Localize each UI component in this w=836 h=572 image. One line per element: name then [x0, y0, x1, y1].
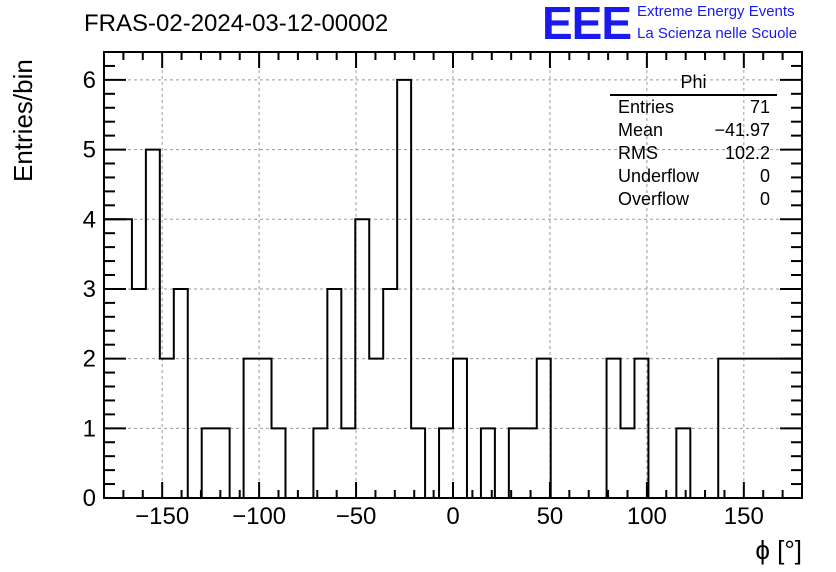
stats-row-entries: Entries 71 [610, 96, 777, 119]
histogram-bin [341, 428, 355, 498]
stats-row-rms: RMS 102.2 [610, 142, 777, 165]
eee-logo: EEE [542, 0, 632, 49]
stats-value: 0 [759, 189, 770, 209]
histogram-bin [383, 289, 397, 498]
histogram-bin [411, 428, 425, 498]
histogram-bin [481, 428, 495, 498]
stats-label: RMS [618, 143, 658, 163]
histogram-bin [327, 289, 341, 498]
stats-row-overflow: Overflow 0 [610, 188, 777, 211]
histogram-bin [174, 289, 188, 498]
x-axis-label: ϕ [°] [755, 535, 802, 565]
histogram-bin [523, 428, 537, 498]
histogram-bin [216, 428, 230, 498]
stats-value: 71 [749, 97, 770, 117]
stats-label: Overflow [618, 189, 690, 209]
histogram-bin [258, 359, 272, 498]
x-tick-label: 100 [627, 503, 667, 530]
x-tick-label: 50 [537, 503, 564, 530]
x-tick-label: −150 [135, 503, 189, 530]
stats-value: 102.2 [724, 143, 770, 163]
x-tick-label: −100 [232, 503, 286, 530]
histogram-bin [202, 428, 216, 498]
stats-row-mean: Mean −41.97 [610, 119, 777, 142]
histogram-bin [272, 428, 286, 498]
histogram-bin [313, 428, 327, 498]
y-tick-label: 6 [83, 67, 96, 94]
chart-title: FRAS-02-2024-03-12-00002 [84, 10, 389, 37]
y-tick-label: 3 [83, 276, 96, 303]
stats-box: Phi Entries 71 Mean −41.97 RMS 102.2 Und… [610, 72, 777, 211]
y-tick-label: 5 [83, 137, 96, 164]
logo-caption-line1: Extreme Energy Events [637, 3, 795, 20]
stats-box-title: Phi [610, 72, 777, 96]
histogram-bin [146, 150, 160, 498]
histogram-bin [621, 428, 635, 498]
stats-label: Mean [618, 120, 664, 140]
logo-caption-line2: La Scienza nelle Scuole [637, 25, 798, 42]
stats-value: 0 [759, 166, 770, 186]
histogram-bin [439, 428, 453, 498]
stats-label: Entries [618, 97, 675, 117]
stats-value: −41.97 [714, 120, 770, 140]
y-tick-label: 1 [83, 415, 96, 442]
y-tick-label: 0 [83, 485, 96, 512]
histogram-bin [132, 289, 146, 498]
stats-label: Underflow [618, 166, 700, 186]
y-tick-label: 2 [83, 346, 96, 373]
stats-row-underflow: Underflow 0 [610, 165, 777, 188]
histogram-bin [676, 428, 690, 498]
x-tick-label: 150 [724, 503, 764, 530]
x-tick-label: −50 [336, 503, 377, 530]
y-tick-label: 4 [83, 206, 96, 233]
x-tick-label: 0 [446, 503, 459, 530]
histogram-bin [509, 428, 523, 498]
